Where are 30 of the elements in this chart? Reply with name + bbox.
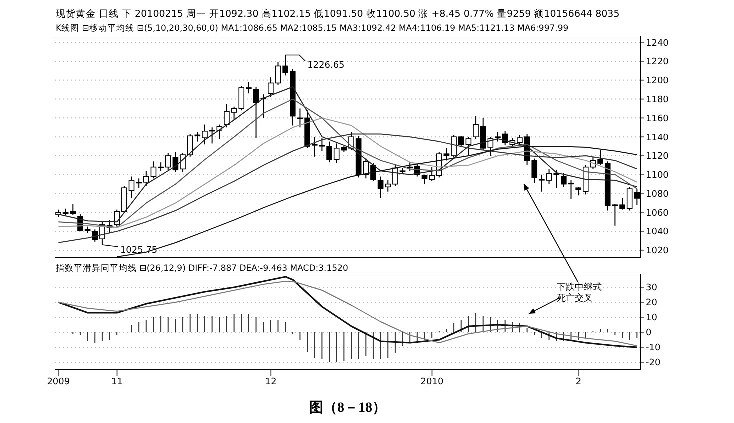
x-tick-label: 2009 (47, 377, 70, 388)
annotation: 死亡交叉 (557, 294, 593, 305)
x-tick-label: 2 (576, 377, 582, 388)
y-tick-label: 30 (646, 284, 658, 294)
annotation: 下跌中继式 (557, 283, 602, 294)
y-tick-label: 1180 (646, 95, 670, 106)
y-tick-label: 0 (646, 328, 652, 339)
annotation: 1226.65 (308, 61, 345, 72)
x-tick-label: 11 (112, 377, 123, 388)
y-tick-label: 1220 (646, 58, 670, 68)
y-tick-label: 1020 (646, 246, 670, 257)
chart-title: 指数平滑异同平均线 ⊟(26,12,9) DIFF:-7.887 DEA:-9.463 MACD:3.1520 (56, 263, 348, 275)
chart-title: 现货黄金 日线 下 20100215 周一 开1092.30 高1102.15 低1091.50 收1100.50 涨 +8.45 0.77% 量9259 额10156644 8035 (56, 8, 620, 21)
y-tick-label: 1100 (646, 171, 670, 182)
y-tick-label: 1160 (646, 114, 670, 124)
y-tick-label: 20 (646, 298, 658, 309)
y-tick-label: 1060 (646, 208, 670, 219)
y-tick-label: -10 (646, 344, 661, 354)
text: 图（8－18） (308, 400, 388, 417)
chart-subtitle: K线图 ⊟移动平均线 ⊟(5,10,20,30,60,0) MA1:1086.65 MA2:1085.15 MA3:1092.42 MA4:1106.19 MA5:1121.13 MA6:997.99 (56, 23, 569, 35)
y-tick-label: 1240 (646, 38, 670, 49)
y-tick-label: 1080 (646, 190, 670, 200)
y-tick-label: 1120 (646, 152, 670, 162)
x-tick-label: 2010 (420, 377, 444, 388)
y-tick-label: 10 (646, 314, 658, 324)
y-tick-label: -20 (646, 358, 661, 369)
y-tick-label: 1040 (646, 228, 670, 238)
x-tick-label: 12 (265, 377, 277, 388)
y-tick-label: 1140 (646, 133, 670, 144)
y-tick-label: 1200 (646, 76, 670, 87)
